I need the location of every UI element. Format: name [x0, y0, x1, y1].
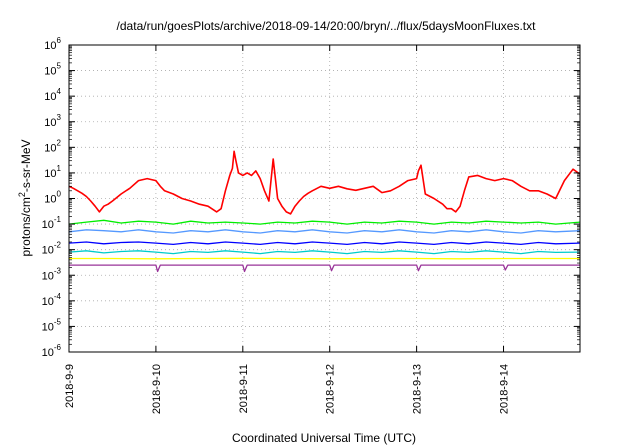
y-tick-exp: -3 — [54, 266, 62, 275]
y-label-sup: 2 — [17, 192, 27, 197]
y-tick-base: 10 — [44, 66, 56, 78]
grid — [69, 45, 580, 352]
x-tick-label: 2018-9-11 — [238, 364, 250, 413]
y-tick-base: 10 — [44, 117, 56, 129]
y-tick-exp: 1 — [57, 164, 62, 173]
y-tick-base: 10 — [42, 347, 54, 359]
y-tick-label: 10-3 — [42, 266, 62, 282]
y-tick-exp: -2 — [54, 241, 62, 250]
y-tick-label: 100 — [44, 190, 61, 206]
y-tick-label: 106 — [44, 36, 61, 52]
x-tick-label: 2018-9-14 — [499, 364, 511, 414]
series-line-2 — [68, 229, 581, 234]
x-tick-label: 2018-9-12 — [325, 364, 337, 414]
series-group — [68, 150, 581, 273]
x-axis: 2018-9-9 2018-9-10 2018-9-11 2018-9-12 2018-… — [64, 45, 511, 414]
y-tick-label: 104 — [44, 87, 61, 103]
y-axis-label: protons/cm2-s-sr-MeV — [17, 139, 33, 256]
y-tick-label: 10-6 — [42, 343, 62, 359]
series-line-5 — [69, 257, 580, 260]
y-tick-base: 10 — [42, 245, 54, 257]
y-tick-exp: -4 — [54, 292, 62, 301]
y-tick-exp: 4 — [57, 87, 62, 96]
y-tick-exp: -6 — [54, 343, 62, 352]
y-tick-base: 10 — [44, 40, 56, 52]
y-tick-exp: 3 — [57, 113, 62, 122]
y-tick-base: 10 — [44, 142, 56, 154]
y-tick-label: 105 — [44, 62, 61, 78]
chart-title: /data/run/goesPlots/archive/2018-09-14/2… — [117, 19, 537, 33]
y-tick-exp: 5 — [57, 62, 62, 71]
y-tick-base: 10 — [42, 321, 54, 333]
y-tick-label: 102 — [44, 138, 61, 154]
y-axis: 10-610-510-410-310-210-11001011021031041… — [42, 36, 580, 359]
x-tick-label: 2018-9-9 — [64, 364, 76, 408]
y-tick-exp: -1 — [54, 215, 62, 224]
y-label-prefix: protons/cm — [19, 197, 33, 256]
x-tick-label: 2018-9-10 — [151, 364, 163, 414]
y-tick-label: 10-4 — [42, 292, 62, 308]
series-line-3 — [68, 241, 581, 246]
y-tick-exp: 6 — [57, 36, 62, 45]
y-tick-base: 10 — [42, 270, 54, 282]
series-line-6 — [69, 264, 580, 273]
series-line-4 — [68, 250, 581, 255]
y-tick-label: 10-5 — [42, 317, 62, 333]
y-tick-exp: 0 — [57, 190, 62, 199]
y-tick-label: 101 — [44, 164, 61, 180]
x-axis-label: Coordinated Universal Time (UTC) — [232, 431, 416, 445]
y-tick-exp: 2 — [57, 138, 62, 147]
y-label-suffix: -s-sr-MeV — [19, 139, 33, 192]
y-tick-base: 10 — [42, 219, 54, 231]
y-tick-label: 10-2 — [42, 241, 62, 257]
y-tick-base: 10 — [44, 91, 56, 103]
x-tick-label: 2018-9-13 — [412, 364, 424, 414]
y-tick-base: 10 — [44, 194, 56, 206]
series-line-0 — [68, 150, 581, 215]
y-tick-base: 10 — [44, 168, 56, 180]
y-tick-label: 103 — [44, 113, 61, 129]
y-tick-label: 10-1 — [42, 215, 62, 231]
series-line-1 — [68, 219, 581, 225]
y-tick-base: 10 — [42, 296, 54, 308]
y-tick-exp: -5 — [54, 317, 62, 326]
